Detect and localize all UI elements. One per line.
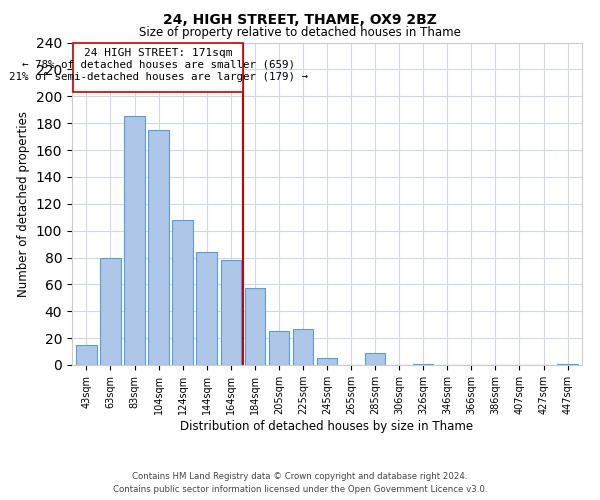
Text: ← 78% of detached houses are smaller (659): ← 78% of detached houses are smaller (65… <box>22 60 295 70</box>
Bar <box>76 345 97 365</box>
Bar <box>365 353 385 365</box>
Bar <box>245 288 265 365</box>
Bar <box>172 220 193 365</box>
Bar <box>196 252 217 365</box>
Text: Contains HM Land Registry data © Crown copyright and database right 2024.
Contai: Contains HM Land Registry data © Crown c… <box>113 472 487 494</box>
Text: 24, HIGH STREET, THAME, OX9 2BZ: 24, HIGH STREET, THAME, OX9 2BZ <box>163 12 437 26</box>
Bar <box>317 358 337 365</box>
Bar <box>557 364 578 365</box>
X-axis label: Distribution of detached houses by size in Thame: Distribution of detached houses by size … <box>181 420 473 433</box>
Text: 21% of semi-detached houses are larger (179) →: 21% of semi-detached houses are larger (… <box>8 72 308 82</box>
Bar <box>269 332 289 365</box>
Bar <box>221 260 241 365</box>
Text: 24 HIGH STREET: 171sqm: 24 HIGH STREET: 171sqm <box>84 48 232 58</box>
Bar <box>293 328 313 365</box>
FancyBboxPatch shape <box>73 42 243 92</box>
Y-axis label: Number of detached properties: Number of detached properties <box>17 111 30 296</box>
Bar <box>148 130 169 365</box>
Bar <box>100 258 121 365</box>
Bar <box>124 116 145 365</box>
Text: Size of property relative to detached houses in Thame: Size of property relative to detached ho… <box>139 26 461 39</box>
Bar <box>413 364 433 365</box>
